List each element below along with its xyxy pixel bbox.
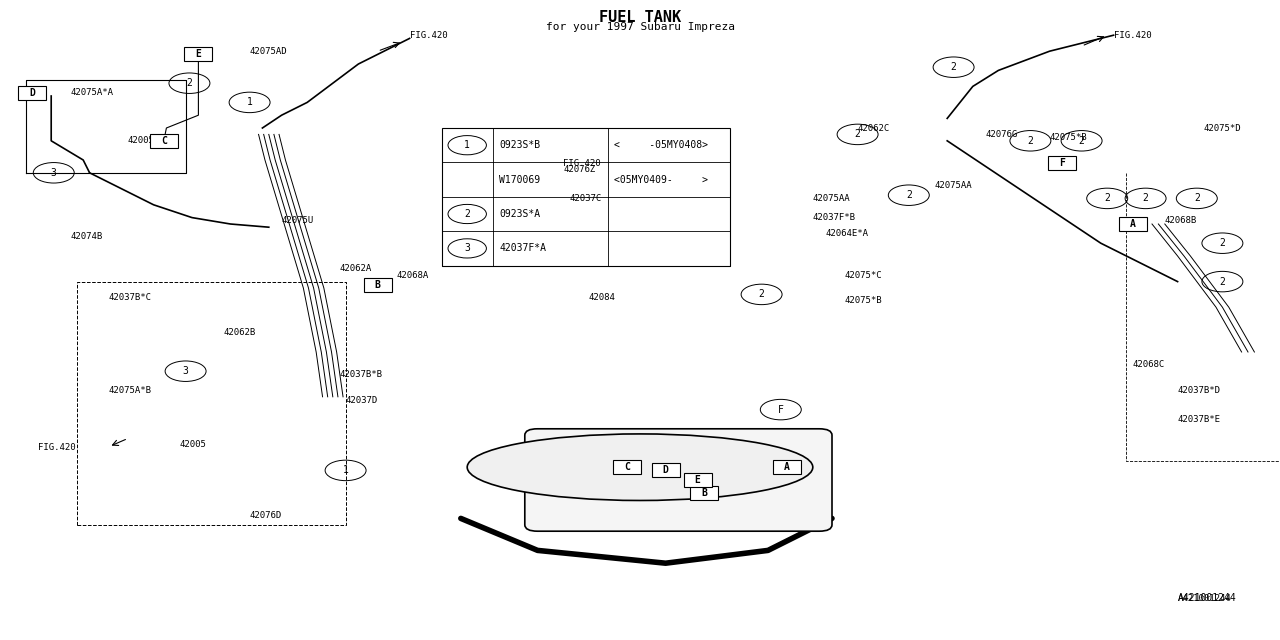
- Text: <     -05MY0408>: < -05MY0408>: [614, 140, 708, 150]
- Text: FIG.420: FIG.420: [563, 159, 600, 168]
- Text: 42037D: 42037D: [346, 396, 378, 404]
- Text: 42076Z: 42076Z: [563, 165, 595, 174]
- Text: 2: 2: [1143, 193, 1148, 204]
- Ellipse shape: [467, 434, 813, 500]
- Bar: [690, 486, 718, 500]
- Text: 42075*D: 42075*D: [1203, 124, 1240, 132]
- Text: 1: 1: [343, 465, 348, 476]
- Bar: [684, 473, 712, 487]
- Text: 42074B: 42074B: [70, 232, 102, 241]
- Text: 42005: 42005: [179, 440, 206, 449]
- Text: E: E: [695, 475, 700, 485]
- Text: B: B: [375, 280, 380, 290]
- Text: FIG.420: FIG.420: [410, 31, 447, 40]
- Text: 2: 2: [1194, 193, 1199, 204]
- Text: 3: 3: [183, 366, 188, 376]
- Text: 2: 2: [465, 209, 470, 219]
- FancyBboxPatch shape: [525, 429, 832, 531]
- Text: FRONT: FRONT: [525, 216, 554, 226]
- Bar: [773, 460, 801, 474]
- Text: 42075U: 42075U: [282, 216, 314, 225]
- Text: 42075AA: 42075AA: [934, 181, 972, 190]
- Text: E: E: [196, 49, 201, 60]
- Text: 42075AD: 42075AD: [250, 47, 287, 56]
- Text: 42037B*B: 42037B*B: [339, 370, 383, 379]
- Text: C: C: [625, 462, 630, 472]
- Text: A: A: [1130, 219, 1135, 229]
- Text: 0923S*B: 0923S*B: [499, 140, 540, 150]
- Text: 42037F*A: 42037F*A: [499, 243, 547, 253]
- Bar: [652, 463, 680, 477]
- Text: for your 1997 Subaru Impreza: for your 1997 Subaru Impreza: [545, 22, 735, 33]
- Text: 2: 2: [1028, 136, 1033, 146]
- Text: 42062B: 42062B: [224, 328, 256, 337]
- Text: 0923S*A: 0923S*A: [499, 209, 540, 219]
- Text: D: D: [663, 465, 668, 476]
- Text: W170069: W170069: [499, 175, 540, 184]
- Text: F: F: [1060, 158, 1065, 168]
- Text: 2: 2: [1105, 193, 1110, 204]
- Text: 42064E*A: 42064E*A: [826, 229, 869, 238]
- Text: 42076G: 42076G: [986, 130, 1018, 139]
- Text: 3: 3: [51, 168, 56, 178]
- Text: 2: 2: [951, 62, 956, 72]
- Text: 2: 2: [906, 190, 911, 200]
- Text: 2: 2: [759, 289, 764, 300]
- Text: 42037B*C: 42037B*C: [109, 293, 152, 302]
- Bar: [442, 128, 730, 266]
- Text: 42075*C: 42075*C: [845, 271, 882, 280]
- Text: 42037C: 42037C: [570, 194, 602, 203]
- Text: B: B: [701, 488, 707, 498]
- Text: 42075A*A: 42075A*A: [70, 88, 114, 97]
- Text: 42005: 42005: [128, 136, 155, 145]
- Text: 42075A*B: 42075A*B: [109, 386, 152, 395]
- Bar: [150, 134, 178, 148]
- Text: <05MY0409-     >: <05MY0409- >: [614, 175, 708, 184]
- Text: 42068B: 42068B: [1165, 216, 1197, 225]
- Text: 42076D: 42076D: [250, 511, 282, 520]
- Text: 3: 3: [465, 243, 470, 253]
- Text: A: A: [785, 462, 790, 472]
- Text: A421001244: A421001244: [1178, 594, 1231, 603]
- Bar: [364, 278, 392, 292]
- Bar: [1119, 217, 1147, 231]
- Text: 1: 1: [247, 97, 252, 108]
- Bar: [184, 47, 212, 61]
- Text: 2: 2: [1220, 238, 1225, 248]
- Text: FIG.420: FIG.420: [1114, 31, 1151, 40]
- Text: D: D: [29, 88, 35, 98]
- Text: 42075*B: 42075*B: [845, 296, 882, 305]
- Text: 42068C: 42068C: [1133, 360, 1165, 369]
- Text: 42062A: 42062A: [339, 264, 371, 273]
- Text: 42068A: 42068A: [397, 271, 429, 280]
- Text: 42075*B: 42075*B: [1050, 133, 1087, 142]
- Text: FUEL TANK: FUEL TANK: [599, 10, 681, 24]
- Text: 42084: 42084: [589, 293, 616, 302]
- Text: 2: 2: [1079, 136, 1084, 146]
- Text: 42062C: 42062C: [858, 124, 890, 132]
- Text: 42075AA: 42075AA: [813, 194, 850, 203]
- Text: FIG.420: FIG.420: [38, 444, 76, 452]
- Text: 42037B*E: 42037B*E: [1178, 415, 1221, 424]
- Text: 42037B*D: 42037B*D: [1178, 386, 1221, 395]
- Bar: [18, 86, 46, 100]
- Text: 2: 2: [1220, 276, 1225, 287]
- Bar: [1048, 156, 1076, 170]
- Text: 42037F*B: 42037F*B: [813, 213, 856, 222]
- Text: F: F: [778, 404, 783, 415]
- Text: 2: 2: [187, 78, 192, 88]
- Text: 1: 1: [465, 140, 470, 150]
- Text: C: C: [161, 136, 166, 146]
- Text: A421001244: A421001244: [1178, 593, 1236, 604]
- Text: 2: 2: [855, 129, 860, 140]
- Bar: [613, 460, 641, 474]
